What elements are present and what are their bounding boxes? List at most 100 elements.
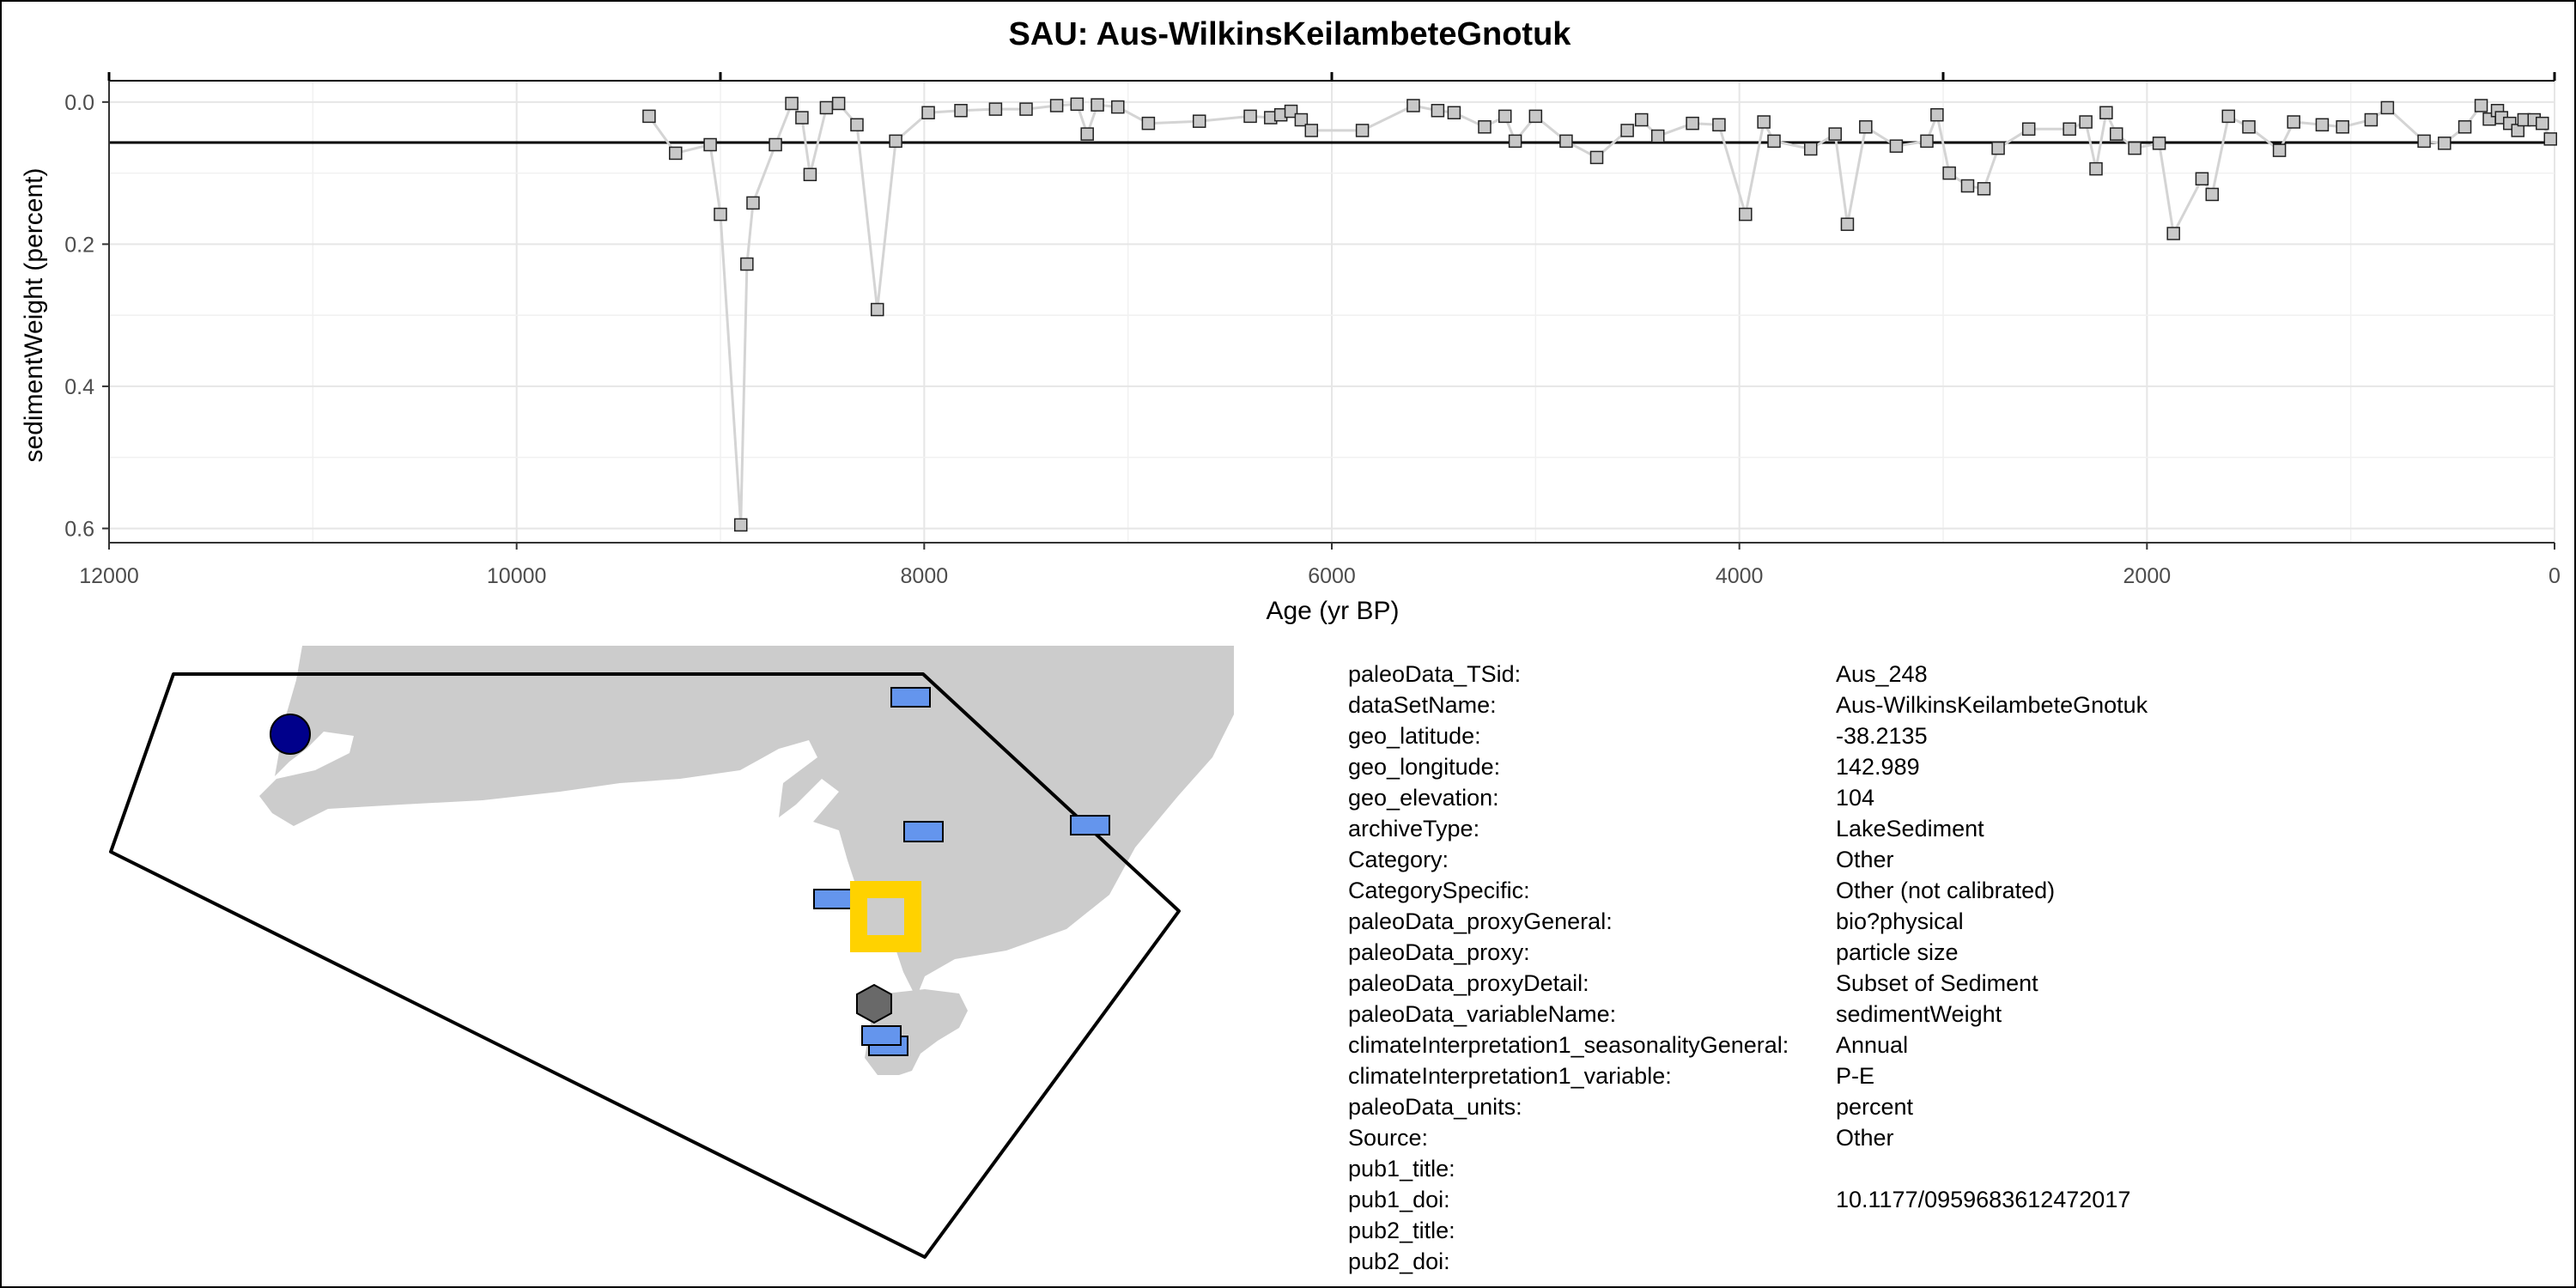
data-point [921, 106, 935, 119]
data-point [2417, 134, 2431, 149]
data-point [1091, 98, 1104, 112]
metadata-row: CategorySpecific: Other (not calibrated) [1348, 875, 2550, 906]
x-tick-label: 0 [2549, 564, 2561, 588]
plot-area: 12000 10000 8000 6000 4000 2000 0 0.0 0.2 0.4 0.6 [64, 72, 2561, 588]
data-point [795, 111, 809, 125]
metadata-row: archiveType: LakeSediment [1348, 813, 2550, 844]
data-point [703, 137, 717, 152]
data-point [1498, 109, 1512, 124]
chart-title: SAU: Aus-WilkinsKeilambeteGnotuk [1009, 16, 1572, 52]
metadata-row: paleoData_proxy: particle size [1348, 937, 2550, 968]
y-tick-label: 0.4 [64, 375, 94, 399]
metadata-row: pub2_title: [1348, 1215, 2550, 1246]
metadata-row: paleoData_units: percent [1348, 1091, 2550, 1122]
data-point [1528, 109, 1543, 124]
metadata-row: dataSetName: Aus-WilkinsKeilambeteGnotuk [1348, 690, 2550, 720]
metadata-value: Annual [1836, 1032, 1909, 1058]
metadata-row: geo_latitude: -38.2135 [1348, 720, 2550, 751]
metadata-value: bio?physical [1836, 908, 1964, 934]
target-site-marker [850, 881, 921, 952]
data-point [889, 134, 902, 149]
data-point [714, 207, 727, 222]
data-point [1111, 100, 1125, 114]
metadata-value: LakeSediment [1836, 816, 1984, 841]
data-point [1478, 120, 1492, 134]
data-point [2205, 187, 2220, 202]
data-point [746, 196, 760, 210]
data-point [2536, 116, 2549, 131]
data-point [2380, 100, 2395, 115]
metadata-table: paleoData_TSid: Aus_248 dataSetName: Aus-Wi… [1348, 659, 2550, 1277]
metadata-row: geo_elevation: 104 [1348, 782, 2550, 813]
data-point [785, 96, 799, 111]
data-point [1243, 109, 1257, 124]
data-point [1192, 114, 1206, 128]
land-mass [259, 646, 1234, 1075]
data-point [2128, 141, 2142, 155]
site-square-marker [890, 687, 931, 708]
x-tick-label: 6000 [1308, 564, 1356, 588]
metadata-value: 10.1177/0959683612472017 [1836, 1187, 2131, 1212]
data-point [1977, 182, 1991, 196]
metadata-key: paleoData_proxyGeneral: [1348, 908, 1613, 934]
metadata-key: dataSetName: [1348, 692, 1497, 718]
data-point [1712, 118, 1726, 132]
metadata-value: Other (not calibrated) [1836, 878, 2056, 903]
metadata-key: paleoData_proxyDetail: [1348, 970, 1589, 996]
data-point [1828, 127, 1842, 141]
data-point [954, 104, 968, 118]
data-point [1859, 120, 1873, 134]
data-point [803, 167, 817, 182]
metadata-row: pub1_title: [1348, 1153, 2550, 1184]
data-point [1070, 97, 1084, 112]
metadata-value: 142.989 [1836, 754, 1920, 780]
metadata-row: geo_longitude: 142.989 [1348, 751, 2550, 782]
site-circle-marker [270, 714, 311, 755]
metadata-row: paleoData_proxyDetail: Subset of Sediment [1348, 968, 2550, 999]
series-line [647, 100, 2552, 526]
y-tick-label: 0.6 [64, 517, 94, 541]
data-point [1589, 150, 1604, 165]
metadata-key: Source: [1348, 1125, 1429, 1151]
data-point [1355, 124, 1370, 137]
data-point [2063, 122, 2076, 137]
metadata-row: pub1_doi: 10.1177/0959683612472017 [1348, 1184, 2550, 1215]
site-square-marker [903, 821, 944, 842]
y-axis-label: sedimentWeight (percent) [20, 168, 48, 463]
data-point [1920, 134, 1934, 149]
metadata-key: pub1_title: [1348, 1156, 1455, 1182]
data-point [870, 302, 884, 317]
metadata-row: paleoData_proxyGeneral: bio?physical [1348, 906, 2550, 937]
metadata-value: 104 [1836, 785, 1875, 811]
data-point [2438, 137, 2451, 150]
data-point [2079, 115, 2093, 129]
site-hexagon-marker [856, 983, 892, 1024]
data-point [740, 257, 754, 271]
metadata-row: Source: Other [1348, 1122, 2550, 1153]
data-point [669, 146, 683, 161]
data-point [2109, 127, 2123, 141]
timeseries-chart: SAU: Aus-WilkinsKeilambeteGnotuk 12000 10… [20, 16, 2561, 625]
data-point [819, 100, 834, 115]
data-point [1447, 106, 1461, 119]
data-point [1508, 134, 1522, 149]
data-point [1284, 104, 1298, 118]
data-point [2458, 120, 2472, 134]
data-point [2474, 99, 2488, 112]
x-axis-label: Age (yr BP) [1266, 597, 1399, 625]
x-tick-label: 2000 [2123, 564, 2172, 588]
data-point [1141, 116, 1156, 131]
data-point [1294, 112, 1309, 127]
data-point [1080, 127, 1094, 141]
data-point [1304, 124, 1319, 137]
data-point [2272, 143, 2287, 157]
data-point [1991, 141, 2005, 155]
site-square-marker [813, 889, 854, 909]
metadata-key: geo_latitude: [1348, 723, 1481, 749]
data-point [2364, 112, 2379, 127]
data-point [1431, 104, 1445, 118]
data-point [1049, 99, 1064, 112]
x-tick-label: 10000 [487, 564, 547, 588]
data-point [2242, 120, 2256, 134]
